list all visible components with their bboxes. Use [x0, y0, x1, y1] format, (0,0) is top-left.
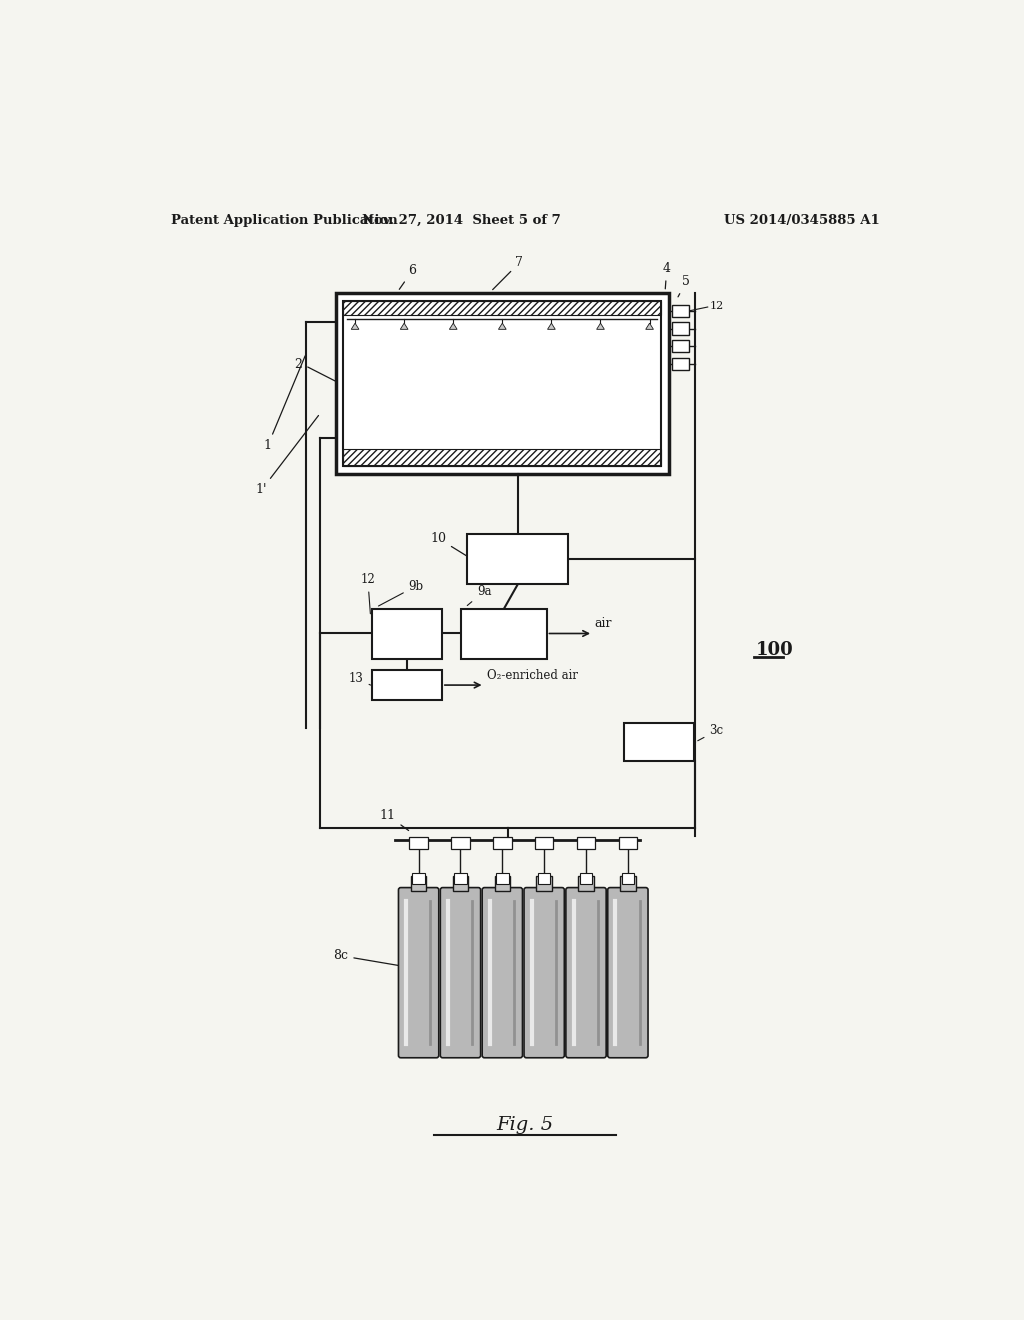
Bar — [538, 873, 550, 884]
Text: 12: 12 — [360, 573, 375, 614]
Text: 6: 6 — [399, 264, 417, 289]
Text: 9a: 9a — [467, 585, 492, 606]
Text: 1': 1' — [256, 416, 318, 496]
Bar — [672, 305, 689, 317]
Text: 100: 100 — [756, 640, 794, 659]
FancyBboxPatch shape — [566, 887, 606, 1057]
Text: Patent Application Publication: Patent Application Publication — [171, 214, 397, 227]
Bar — [537, 876, 552, 891]
Text: Nov. 27, 2014  Sheet 5 of 7: Nov. 27, 2014 Sheet 5 of 7 — [361, 214, 560, 227]
Text: 3c: 3c — [697, 725, 723, 741]
Bar — [336, 293, 669, 474]
Text: 1: 1 — [263, 356, 305, 453]
Text: 10: 10 — [430, 532, 469, 557]
Bar — [622, 873, 634, 884]
FancyBboxPatch shape — [398, 887, 438, 1057]
Bar — [672, 341, 689, 352]
Bar — [621, 876, 636, 891]
Bar — [413, 873, 425, 884]
Bar — [579, 876, 594, 891]
Bar — [535, 837, 554, 849]
Bar — [577, 837, 595, 849]
Bar — [672, 358, 689, 370]
Bar — [453, 876, 468, 891]
Text: 9b: 9b — [379, 579, 424, 606]
FancyBboxPatch shape — [440, 887, 480, 1057]
Text: 12: 12 — [710, 301, 724, 310]
Bar — [493, 837, 512, 849]
Bar — [496, 873, 509, 884]
FancyBboxPatch shape — [524, 887, 564, 1057]
Text: 5: 5 — [678, 276, 690, 297]
Polygon shape — [499, 323, 506, 330]
Polygon shape — [597, 323, 604, 330]
Bar — [495, 876, 510, 891]
Bar — [618, 837, 637, 849]
Text: 2: 2 — [295, 358, 337, 381]
Bar — [343, 301, 662, 314]
Text: 4: 4 — [663, 263, 671, 289]
Bar — [467, 535, 568, 585]
FancyBboxPatch shape — [607, 887, 648, 1057]
Text: Fig. 5: Fig. 5 — [497, 1115, 553, 1134]
Bar — [455, 873, 467, 884]
Bar — [452, 837, 470, 849]
Text: O₂-enriched air: O₂-enriched air — [486, 669, 578, 682]
Polygon shape — [646, 323, 653, 330]
Text: air: air — [595, 618, 612, 631]
Bar — [624, 723, 693, 762]
FancyBboxPatch shape — [482, 887, 522, 1057]
Polygon shape — [450, 323, 457, 330]
Bar — [580, 873, 592, 884]
Text: US 2014/0345885 A1: US 2014/0345885 A1 — [724, 214, 880, 227]
Text: 7: 7 — [493, 256, 523, 289]
Bar — [372, 671, 442, 700]
Polygon shape — [351, 323, 359, 330]
Polygon shape — [548, 323, 555, 330]
Bar — [343, 301, 662, 466]
Bar — [461, 609, 547, 659]
Text: 13: 13 — [349, 672, 371, 685]
Bar — [343, 449, 662, 466]
Bar — [372, 609, 442, 659]
Text: 8c: 8c — [334, 949, 404, 966]
Bar — [410, 837, 428, 849]
Polygon shape — [400, 323, 408, 330]
Bar — [672, 322, 689, 335]
Text: 11: 11 — [380, 809, 409, 830]
Bar — [411, 876, 426, 891]
